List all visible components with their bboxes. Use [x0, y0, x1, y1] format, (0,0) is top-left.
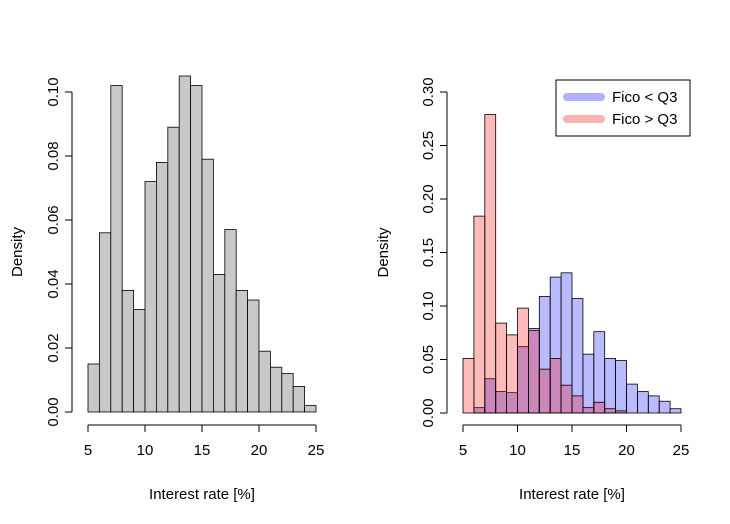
x-tick-label: 20	[618, 442, 635, 459]
y-tick-label: 0.00	[45, 397, 62, 426]
histogram-bar	[549, 358, 562, 414]
histogram-bar	[473, 215, 486, 414]
x-tick-label: 25	[673, 442, 690, 459]
legend-label: Fico < Q3	[612, 89, 677, 106]
histogram-bar	[462, 358, 475, 414]
histogram-bar	[292, 385, 306, 413]
y-tick-label: 0.10	[420, 291, 437, 320]
x-tick-label: 15	[564, 442, 581, 459]
histogram-bar	[571, 395, 584, 414]
y-tick-label: 0.05	[420, 345, 437, 374]
y-tick-label: 0.30	[420, 77, 437, 106]
histogram-bar	[560, 384, 573, 414]
y-tick-label: 0.06	[45, 205, 62, 234]
histogram-bar	[258, 350, 271, 413]
histogram-bar	[304, 405, 317, 413]
histogram-bar	[604, 408, 617, 414]
histogram-bar	[593, 401, 606, 414]
histogram-bar	[517, 307, 529, 414]
histogram-bar	[582, 407, 595, 414]
x-axis-title: Interest rate [%]	[519, 486, 625, 503]
histogram-bar	[247, 299, 260, 413]
x-tick-label: 10	[137, 442, 154, 459]
histogram-bar	[484, 114, 497, 414]
y-tick-label: 0.10	[45, 77, 62, 106]
legend: Fico < Q3 Fico > Q3	[555, 79, 691, 137]
y-axis: 0.00 0.02 0.04 0.06 0.08 0.10 Density	[9, 77, 73, 427]
histogram-bar	[615, 410, 627, 414]
histogram-bar	[604, 358, 617, 414]
histogram-bar	[669, 408, 682, 414]
legend-label: Fico > Q3	[612, 111, 677, 128]
x-tick-label: 20	[251, 442, 268, 459]
histogram-bar	[144, 181, 157, 413]
y-tick-label: 0.20	[420, 184, 437, 213]
histogram-bar	[593, 331, 606, 414]
y-tick-label: 0.02	[45, 333, 62, 362]
histogram-bar	[528, 330, 540, 414]
histogram-bar	[224, 229, 237, 413]
histogram-bar	[506, 334, 518, 414]
histogram-bar	[201, 158, 214, 413]
x-axis: 5 10 15 20 25 Interest rate [%]	[84, 424, 325, 503]
histogram-bar	[190, 85, 203, 413]
legend-box	[555, 79, 691, 137]
y-axis: 0.00 0.05 0.10 0.15 0.20 0.25 0.30 Density	[375, 77, 448, 428]
histogram-bar	[99, 232, 112, 413]
histogram-bar	[212, 273, 226, 413]
x-tick-label: 15	[194, 442, 211, 459]
histogram-bar	[626, 383, 638, 414]
histogram-bar	[133, 309, 146, 413]
y-tick-label: 0.08	[45, 141, 62, 170]
histogram-bar	[495, 322, 508, 414]
histogram-bar	[281, 373, 294, 413]
x-tick-label: 10	[509, 442, 526, 459]
histogram-bar	[615, 360, 627, 414]
histogram-bar	[167, 126, 180, 413]
x-tick-label: 5	[459, 442, 467, 459]
histogram-bar	[582, 353, 595, 414]
y-tick-label: 0.25	[420, 131, 437, 160]
series-0	[87, 75, 317, 413]
y-axis-title: Density	[375, 227, 392, 278]
x-tick-label: 5	[84, 442, 92, 459]
histogram-bar	[647, 395, 660, 414]
histogram-bar	[110, 85, 123, 413]
y-tick-label: 0.00	[420, 398, 437, 427]
histogram-bar	[658, 400, 671, 414]
histogram-bar	[235, 289, 248, 413]
y-tick-label: 0.15	[420, 238, 437, 267]
histogram-bar	[155, 161, 169, 413]
series-1	[462, 114, 627, 414]
histogram-bar	[178, 75, 191, 413]
histogram-bar	[637, 391, 649, 414]
histogram-bar	[87, 363, 100, 413]
y-tick-label: 0.04	[45, 269, 62, 298]
histogram-bar	[121, 289, 134, 413]
y-axis-title: Density	[9, 226, 26, 277]
x-axis-title: Interest rate [%]	[149, 486, 255, 503]
x-tick-label: 25	[308, 442, 325, 459]
histogram-bar	[269, 366, 283, 413]
x-axis: 5 10 15 20 25 Interest rate [%]	[459, 424, 690, 503]
histogram-bar	[538, 368, 551, 414]
